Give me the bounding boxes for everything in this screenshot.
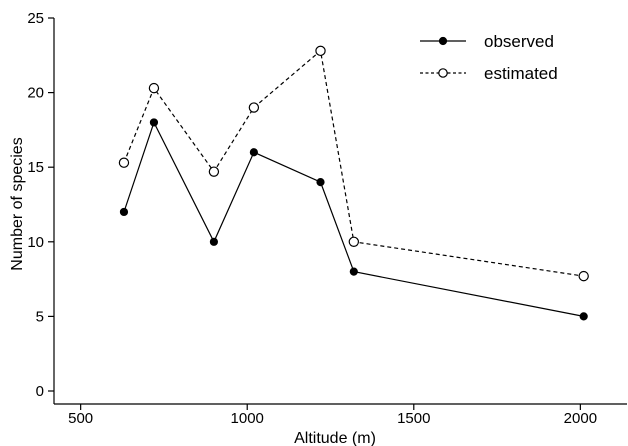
y-tick-label: 25 bbox=[27, 10, 44, 27]
axes: 500 1000 1500 2000 0 5 10 15 20 25 bbox=[27, 10, 627, 427]
data-point-estimated bbox=[578, 270, 589, 282]
y-tick-label: 0 bbox=[36, 383, 44, 400]
legend: observed estimated bbox=[420, 32, 558, 83]
data-point-estimated bbox=[315, 45, 326, 57]
legend-marker-observed bbox=[438, 36, 448, 46]
data-point-estimated bbox=[348, 236, 360, 247]
x-tick-label: 500 bbox=[68, 410, 93, 427]
y-tick-label: 10 bbox=[27, 234, 44, 251]
y-tick-label: 20 bbox=[27, 85, 44, 102]
x-ticks: 500 1000 1500 2000 bbox=[68, 404, 597, 427]
data-point-estimated bbox=[118, 157, 130, 168]
series-observed bbox=[119, 118, 588, 321]
data-point-estimated bbox=[208, 166, 220, 177]
legend-label-estimated: estimated bbox=[484, 64, 558, 83]
y-axis-title: Number of species bbox=[9, 137, 26, 270]
data-point-observed bbox=[249, 148, 258, 157]
legend-item-estimated: estimated bbox=[420, 64, 558, 83]
y-ticks: 0 5 10 15 20 25 bbox=[27, 10, 54, 400]
legend-label-observed: observed bbox=[484, 32, 554, 51]
data-point-observed bbox=[149, 118, 159, 127]
x-tick-label: 2000 bbox=[564, 410, 597, 427]
data-point-observed bbox=[119, 207, 129, 217]
y-tick-label: 5 bbox=[36, 308, 44, 325]
x-tick-label: 1500 bbox=[397, 410, 430, 427]
data-point-estimated bbox=[248, 102, 260, 113]
series-line-observed bbox=[123, 120, 584, 317]
data-point-observed bbox=[579, 312, 588, 321]
data-point-estimated bbox=[148, 82, 160, 94]
legend-marker-estimated bbox=[438, 68, 448, 78]
x-axis-title: Altitude (m) bbox=[294, 430, 376, 446]
x-tick-label: 1000 bbox=[231, 410, 264, 427]
data-point-observed bbox=[316, 178, 325, 187]
legend-item-observed: observed bbox=[420, 32, 554, 51]
y-tick-label: 15 bbox=[27, 159, 44, 176]
data-point-observed bbox=[349, 267, 358, 276]
data-point-observed bbox=[209, 237, 219, 246]
series-layer bbox=[118, 45, 589, 321]
series-estimated bbox=[118, 45, 589, 282]
